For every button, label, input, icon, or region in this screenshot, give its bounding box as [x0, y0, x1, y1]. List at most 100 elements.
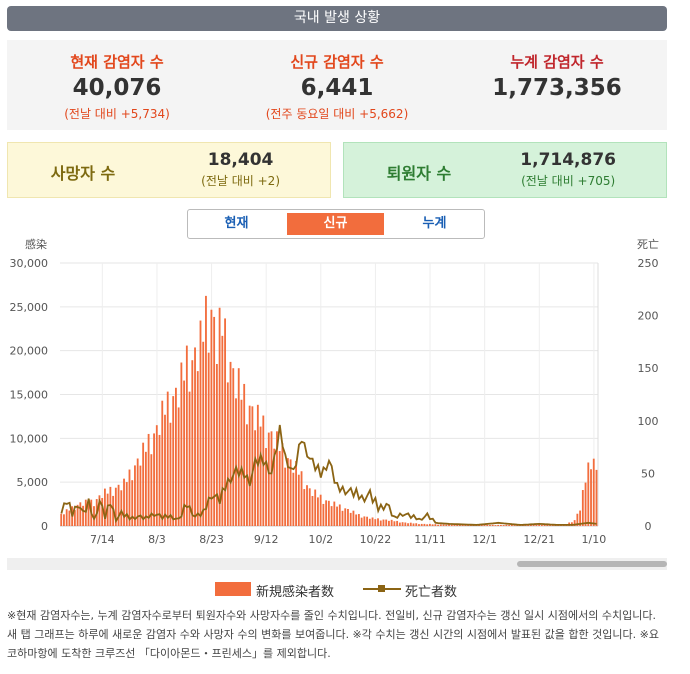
- footnote: ※현재 감염자수는, 누계 감염자수로부터 퇴원자수와 사망자수를 줄인 수치입…: [7, 609, 659, 660]
- recovered-change: (전날 대비 +705): [521, 174, 616, 188]
- bar: [453, 524, 456, 526]
- bar: [139, 465, 142, 526]
- bar: [393, 521, 396, 526]
- bar: [265, 448, 267, 526]
- bar: [587, 462, 590, 526]
- y-right-tick-label: 250: [638, 257, 659, 270]
- bar: [123, 478, 125, 526]
- bar: [155, 425, 158, 526]
- infections-deaths-chart: 0 5,000 10,000 15,000 20,000 25,000 30,000 0 50 1…: [10, 237, 660, 546]
- total-infected-value: 1,773,356: [492, 75, 622, 101]
- bar: [437, 524, 440, 526]
- bar: [183, 380, 186, 526]
- bar: [251, 406, 254, 526]
- bar: [357, 514, 360, 526]
- bar: [398, 522, 401, 526]
- new-infected-stat: 신규 감염자 수 6,441 (전주 동요일 대비 +5,662): [227, 40, 447, 122]
- recovered-value: 1,714,876: [520, 150, 616, 170]
- bar: [459, 524, 461, 526]
- bar: [295, 460, 297, 526]
- bar: [185, 345, 188, 526]
- bar: [221, 335, 224, 526]
- bar: [232, 368, 235, 526]
- bar: [128, 469, 131, 526]
- deaths-box: 사망자 수 18,404 (전날 대비 +2): [7, 142, 331, 198]
- bar: [344, 508, 347, 526]
- bar: [311, 495, 314, 526]
- bar: [125, 482, 128, 526]
- bar: [390, 519, 393, 526]
- tab-new[interactable]: 신규: [287, 213, 384, 235]
- legend-bar-label: 新規感染者数: [256, 585, 335, 600]
- bar: [379, 520, 382, 526]
- bar: [161, 400, 164, 526]
- bar: [292, 472, 295, 526]
- bar: [508, 524, 511, 526]
- bar: [202, 341, 205, 526]
- bar: [224, 318, 226, 526]
- bar: [93, 506, 95, 526]
- bar: [584, 482, 587, 526]
- bar: [194, 347, 196, 526]
- bar: [166, 391, 169, 526]
- bar: [448, 524, 450, 526]
- tab-total[interactable]: 누계: [422, 216, 447, 231]
- recovered-label: 퇴원자 수: [386, 164, 452, 183]
- new-infected-change: (전주 동요일 대비 +5,662): [265, 107, 409, 121]
- bar: [314, 489, 317, 526]
- bar: [418, 524, 420, 526]
- deaths-label: 사망자 수: [50, 164, 116, 183]
- bar: [349, 512, 352, 526]
- bar: [103, 488, 106, 526]
- bar: [68, 510, 71, 526]
- y-right-tick-label: 150: [638, 362, 659, 375]
- bar: [210, 309, 213, 526]
- bar: [215, 363, 218, 526]
- bar: [412, 523, 415, 526]
- bar: [355, 514, 358, 526]
- current-infected-stat: 현재 감염자 수 40,076 (전날 대비 +5,734): [7, 40, 227, 122]
- bar: [483, 525, 486, 526]
- tab-current[interactable]: 현재: [224, 216, 249, 231]
- chart-scrollbar[interactable]: [7, 558, 667, 570]
- y-left-tick-label: 0: [41, 520, 48, 533]
- bar: [199, 320, 202, 526]
- bar: [188, 391, 191, 526]
- bar: [527, 524, 530, 526]
- x-tick-label: 8/3: [148, 533, 166, 546]
- total-infected-stat: 누계 감염자 수 1,773,356: [447, 40, 667, 101]
- bar: [388, 520, 390, 526]
- new-infected-value: 6,441: [300, 75, 374, 101]
- bar: [434, 524, 437, 526]
- bar: [278, 451, 281, 526]
- y-right-tick-label: 0: [645, 520, 652, 533]
- bar: [510, 524, 513, 526]
- y-left-tick-label: 20,000: [10, 345, 49, 358]
- bar: [336, 506, 338, 526]
- bar: [540, 524, 543, 526]
- total-infected-label: 누계 감염자 수: [510, 53, 604, 71]
- x-tick-label: 1/10: [582, 533, 607, 546]
- x-tick-label: 12/21: [523, 533, 555, 546]
- bar: [420, 523, 423, 526]
- bar: [535, 524, 538, 526]
- bar: [486, 524, 489, 526]
- bar: [319, 494, 322, 526]
- bar: [538, 524, 541, 526]
- bar: [286, 458, 289, 526]
- deaths-change: (전날 대비 +2): [201, 174, 280, 188]
- bar: [489, 524, 491, 526]
- chart-legend: 新規感染者数 死亡者数: [0, 580, 690, 600]
- bar: [276, 431, 278, 526]
- recovered-box: 퇴원자 수 1,714,876 (전날 대비 +705): [343, 142, 667, 198]
- bar: [592, 458, 595, 526]
- bar: [243, 383, 246, 526]
- bar: [341, 510, 344, 526]
- bar: [352, 510, 355, 526]
- x-tick-label: 10/2: [308, 533, 333, 546]
- chart-scrollbar-thumb[interactable]: [517, 561, 667, 567]
- legend-line-label: 死亡者数: [405, 585, 458, 600]
- bar: [153, 433, 155, 526]
- y-left-tick-label: 5,000: [17, 476, 49, 489]
- y-left-tick-label: 25,000: [10, 301, 49, 314]
